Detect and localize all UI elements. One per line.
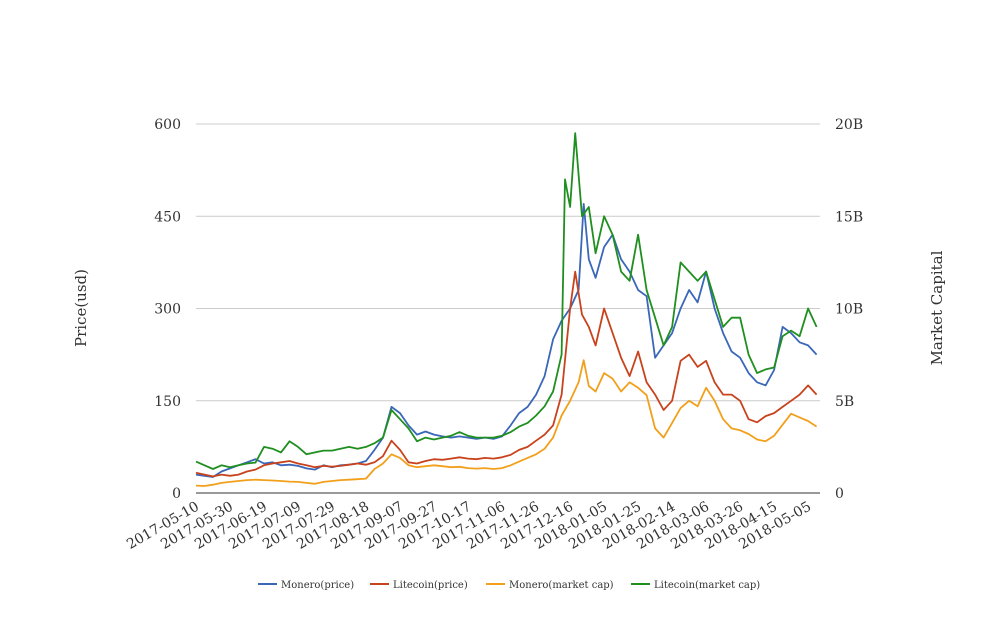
y-tick-label-left: 450 — [154, 209, 181, 225]
y-tick-label-right: 5B — [835, 394, 854, 410]
gridlines — [196, 123, 820, 402]
legend: Monero(price) Litecoin(price) Monero(marke… — [258, 580, 760, 591]
y-tick-label-left: 150 — [154, 394, 181, 410]
y-tick-label-right: 20B — [835, 117, 863, 133]
legend-label: Monero(market cap) — [509, 580, 614, 591]
series-line-monero-price — [195, 202, 818, 478]
y-tick-label-right: 10B — [835, 302, 863, 318]
y-tick-label-right: 15B — [835, 209, 863, 225]
left-axis-title: Price(usd) — [72, 269, 90, 347]
y-tick-label-right: 0 — [835, 486, 844, 502]
legend-label: Litecoin(market cap) — [654, 580, 760, 591]
legend-label: Litecoin(price) — [393, 580, 468, 591]
series-line-monero-market-cap — [195, 359, 818, 487]
axes: Price(usd) Market Capital 0 0 150 5B 300 10B 4… — [72, 117, 946, 553]
series-line-litecoin-market-cap — [195, 132, 818, 470]
series-lines — [195, 132, 818, 487]
y-tick-label-left: 0 — [172, 486, 181, 502]
y-tick-label-left: 600 — [154, 117, 181, 133]
series-line-litecoin-price — [195, 270, 818, 478]
y-tick-label-left: 300 — [154, 302, 181, 318]
legend-label: Monero(price) — [281, 580, 354, 591]
right-axis-title: Market Capital — [928, 250, 946, 365]
